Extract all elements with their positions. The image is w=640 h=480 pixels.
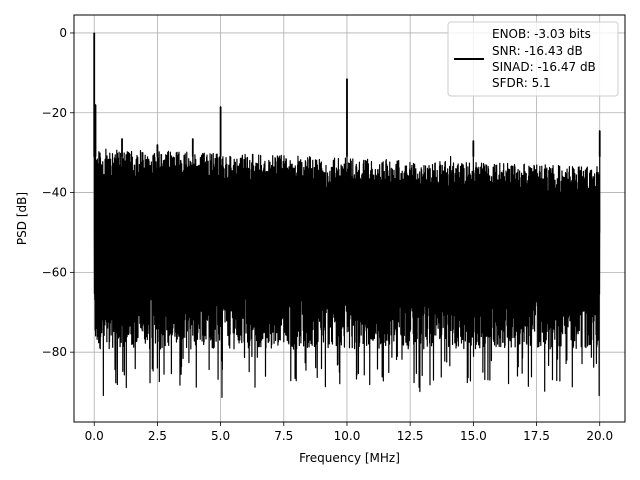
legend-text-snr: SNR: -16.43 dB (492, 44, 583, 58)
y-tick-label: 0 (59, 26, 67, 40)
x-tick-label: 15.0 (460, 429, 487, 443)
x-tick-label: 12.5 (397, 429, 424, 443)
x-tick-label: 7.5 (274, 429, 293, 443)
legend-box (447, 21, 619, 97)
y-tick-label: −20 (42, 106, 67, 120)
x-axis-label: Frequency [MHz] (299, 451, 400, 465)
x-tick-label: 5.0 (211, 429, 230, 443)
psd-trace (93, 32, 601, 398)
legend-text-sfdr: SFDR: 5.1 (492, 76, 551, 90)
x-tick-label: 0.0 (85, 429, 104, 443)
plot-frame (73, 14, 626, 423)
x-tick-label: 20.0 (586, 429, 613, 443)
y-axis-ticks: 0 −20 −40 −60 −80 (42, 26, 74, 359)
x-tick-label: 2.5 (148, 429, 167, 443)
legend-text-sinad: SINAD: -16.47 dB (492, 60, 596, 74)
x-tick-label: 17.5 (523, 429, 550, 443)
y-tick-label: −40 (42, 186, 67, 200)
x-tick-label: 10.0 (334, 429, 361, 443)
psd-series (93, 32, 601, 398)
x-axis-ticks: 0.0 2.5 5.0 7.5 10.0 12.5 15.0 17.5 20.0 (85, 422, 613, 443)
y-tick-label: −80 (42, 345, 67, 359)
legend: ENOB: -3.03 bits SNR: -16.43 dB SINAD: -… (447, 21, 619, 97)
legend-text-enob: ENOB: -3.03 bits (492, 27, 591, 41)
y-axis-label: PSD [dB] (15, 192, 29, 245)
y-tick-label: −60 (42, 265, 67, 279)
